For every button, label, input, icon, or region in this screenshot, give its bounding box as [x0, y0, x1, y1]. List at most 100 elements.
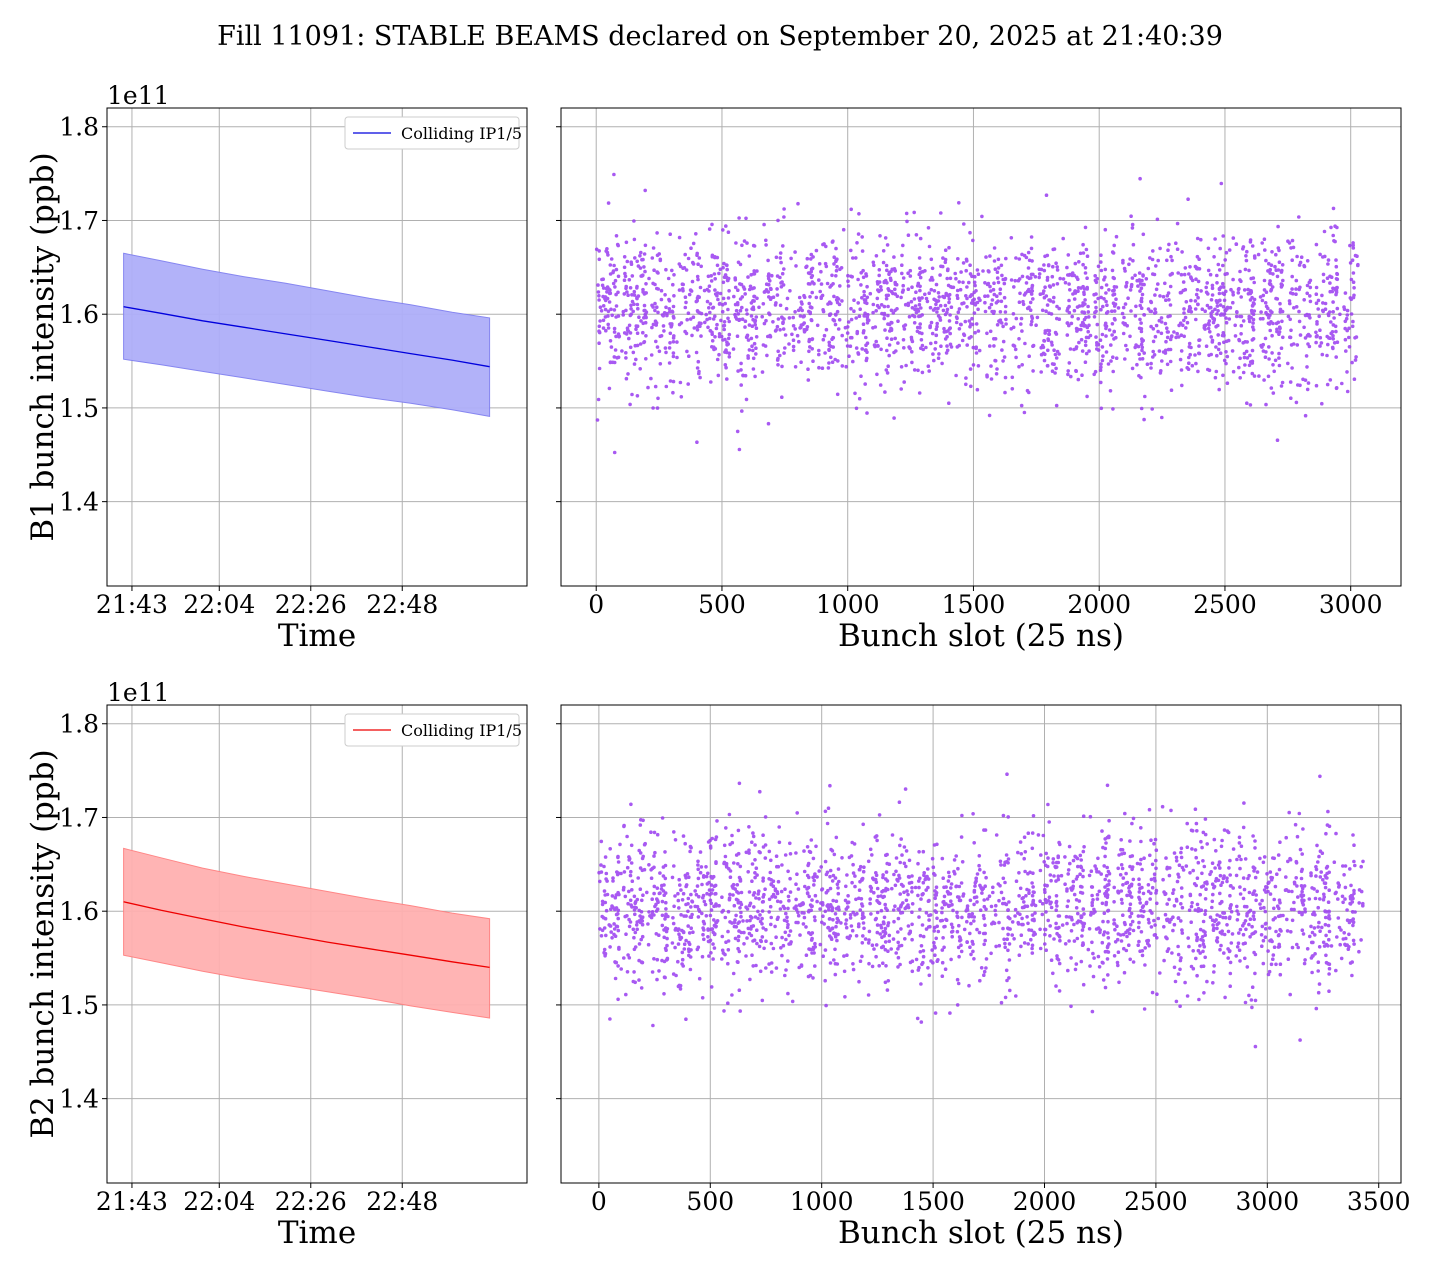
- data-point: [1215, 913, 1219, 917]
- data-point: [899, 943, 904, 948]
- data-point: [718, 267, 723, 272]
- data-point: [775, 358, 780, 362]
- data-point: [758, 938, 763, 943]
- data-point: [993, 908, 997, 913]
- data-point: [884, 263, 889, 268]
- data-point: [874, 309, 878, 313]
- data-point: [846, 279, 850, 284]
- data-point: [970, 322, 975, 327]
- data-point: [1164, 856, 1168, 860]
- data-point: [1011, 343, 1016, 348]
- data-point: [1065, 889, 1069, 893]
- data-point: [1142, 909, 1146, 914]
- data-point: [1001, 926, 1005, 931]
- data-point: [1111, 275, 1116, 280]
- data-point: [778, 275, 782, 280]
- data-point: [1216, 323, 1220, 328]
- data-point: [922, 873, 926, 878]
- data-point: [723, 854, 728, 859]
- data-point: [707, 289, 711, 293]
- data-point: [822, 333, 827, 338]
- data-point: [1215, 300, 1219, 305]
- data-point: [633, 980, 637, 985]
- data-point: [1133, 314, 1138, 318]
- data-point: [1285, 929, 1290, 933]
- data-point: [616, 274, 621, 279]
- data-point: [1082, 845, 1086, 849]
- data-point: [1092, 956, 1096, 960]
- data-point: [1218, 866, 1222, 870]
- data-point: [710, 339, 715, 343]
- data-point: [616, 860, 621, 864]
- data-point: [965, 296, 969, 301]
- data-point: [986, 269, 991, 273]
- data-point: [1163, 348, 1168, 353]
- data-point: [1138, 289, 1142, 293]
- data-point: [897, 800, 902, 804]
- data-point: [1194, 277, 1198, 282]
- data-point: [1321, 301, 1325, 305]
- data-point: [939, 211, 943, 215]
- data-point: [804, 265, 808, 270]
- data-point: [1011, 312, 1016, 316]
- data-point: [1302, 961, 1307, 966]
- data-point: [1290, 889, 1294, 894]
- data-point: [1316, 925, 1320, 929]
- data-point: [820, 888, 824, 892]
- data-point: [1042, 339, 1047, 343]
- data-point: [721, 265, 725, 270]
- data-point: [834, 246, 838, 251]
- data-point: [784, 968, 788, 972]
- data-point: [817, 869, 821, 873]
- data-point: [948, 313, 952, 317]
- data-point: [920, 343, 925, 348]
- data-point: [1315, 889, 1319, 894]
- data-point: [1193, 299, 1198, 303]
- data-point: [1212, 964, 1216, 968]
- data-point: [1176, 972, 1181, 976]
- data-point: [653, 308, 657, 313]
- data-point: [1055, 954, 1059, 958]
- data-point: [1208, 330, 1212, 334]
- data-point: [993, 267, 998, 272]
- data-point: [1280, 263, 1285, 267]
- data-point: [1268, 271, 1272, 275]
- data-point: [1142, 313, 1146, 317]
- data-point: [965, 919, 969, 924]
- data-point: [1316, 969, 1320, 973]
- data-point: [739, 383, 743, 387]
- data-point: [907, 314, 912, 319]
- data-point: [1263, 935, 1268, 939]
- data-point: [754, 963, 758, 968]
- data-point: [947, 319, 952, 323]
- data-point: [1203, 933, 1207, 937]
- data-point: [680, 282, 685, 287]
- data-point: [747, 903, 752, 908]
- data-point: [752, 341, 757, 346]
- data-point: [681, 891, 686, 896]
- data-point: [1137, 882, 1141, 887]
- data-point: [1244, 349, 1249, 354]
- data-point: [1064, 914, 1069, 919]
- data-point: [916, 368, 920, 373]
- data-point: [1079, 337, 1084, 342]
- data-point: [1270, 333, 1274, 338]
- data-point: [792, 906, 797, 910]
- data-point: [708, 328, 713, 333]
- data-point: [933, 953, 937, 957]
- data-point: [680, 950, 685, 955]
- data-point: [1154, 848, 1159, 852]
- data-point: [1179, 846, 1184, 851]
- data-point: [1004, 322, 1008, 326]
- data-point: [778, 907, 783, 911]
- data-point: [1179, 333, 1184, 338]
- data-point: [828, 312, 832, 317]
- data-point: [973, 330, 977, 335]
- data-point: [957, 923, 961, 928]
- data-point: [844, 364, 848, 369]
- data-point: [933, 347, 937, 351]
- data-point: [617, 945, 621, 950]
- data-point: [1298, 333, 1303, 337]
- data-point: [1185, 994, 1190, 998]
- data-point: [1156, 282, 1160, 286]
